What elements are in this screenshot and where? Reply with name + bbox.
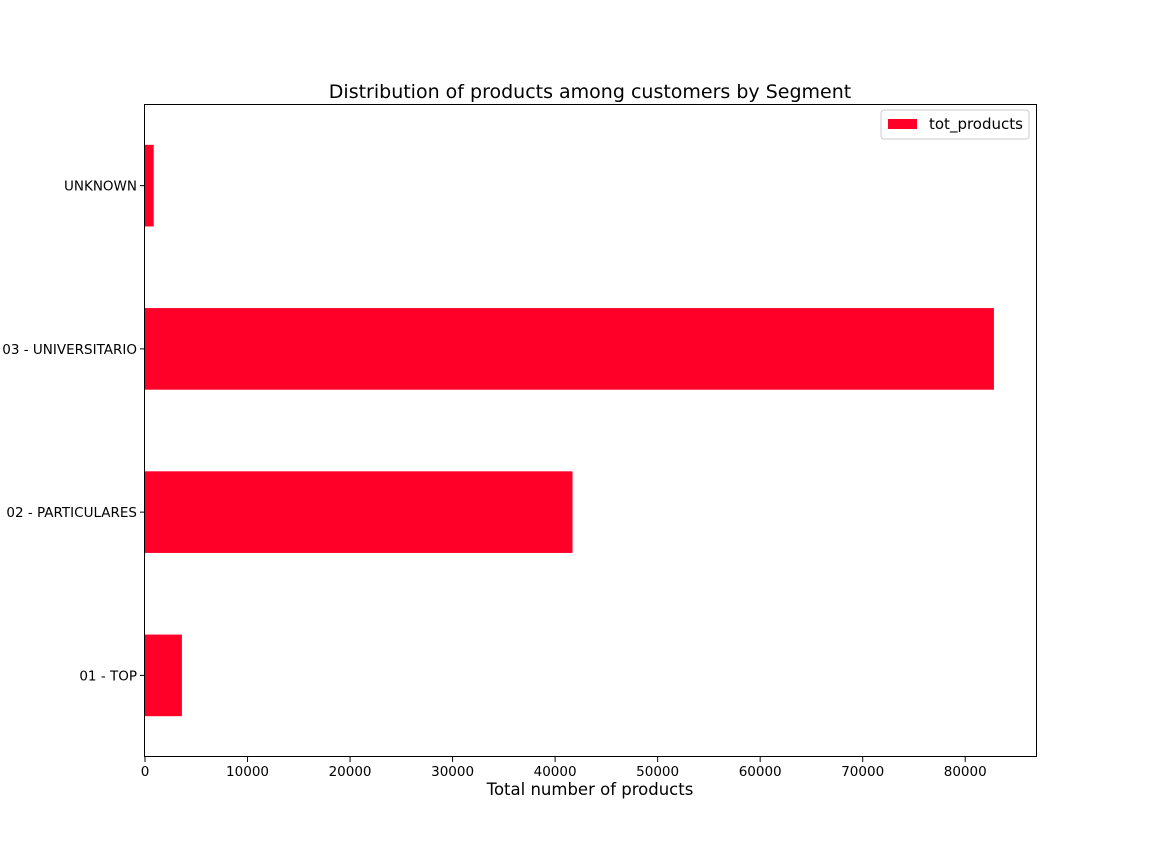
y-tick-label: UNKNOWN: [64, 179, 137, 195]
y-axis-ticks: 01 - TOP 02 - PARTICULARES 03 - UNIVERSITA…: [2, 179, 145, 684]
x-axis-ticks: 0 10000 20000 30000 40000 50000 60000 70000 8000…: [141, 757, 987, 780]
y-tick-label: 01 - TOP: [79, 668, 137, 684]
y-tick-label: 03 - UNIVERSITARIO: [2, 342, 137, 358]
bar: [145, 308, 994, 390]
x-tick-label: 0: [141, 764, 150, 780]
x-tick-label: 70000: [841, 764, 884, 780]
legend-box: [880, 109, 1030, 140]
legend-swatch: [888, 119, 917, 129]
x-tick-label: 40000: [534, 764, 577, 780]
legend-label: tot_products: [929, 115, 1023, 134]
x-tick-label: 60000: [739, 764, 782, 780]
legend: tot_products: [880, 109, 1030, 140]
bar: [145, 634, 182, 717]
x-tick-label: 10000: [226, 764, 269, 780]
x-tick-label: 50000: [636, 764, 679, 780]
x-tick-label: 20000: [329, 764, 372, 780]
x-axis-label: Total number of products: [486, 780, 694, 799]
x-tick-label: 80000: [944, 764, 987, 780]
bar: [145, 144, 154, 227]
y-tick-label: 02 - PARTICULARES: [6, 505, 137, 521]
chart-title: Distribution of products among customers…: [329, 81, 851, 103]
bars-group: [145, 144, 994, 717]
bar: [145, 471, 573, 553]
x-tick-label: 30000: [431, 764, 474, 780]
plot-frame: [144, 104, 1037, 757]
